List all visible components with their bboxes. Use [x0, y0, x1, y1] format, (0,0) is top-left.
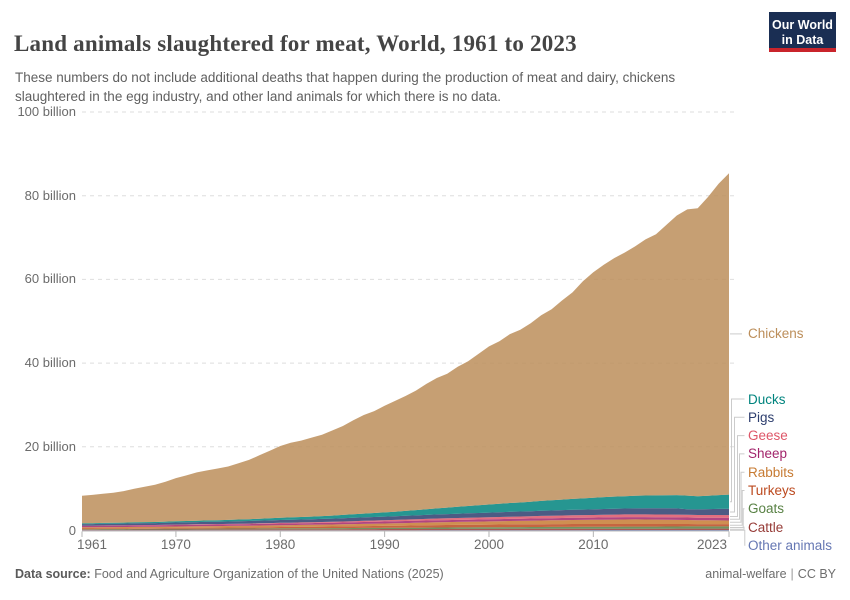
area-goats[interactable]: [82, 526, 729, 530]
y-axis-label: 0: [68, 522, 76, 538]
chart-subtitle: These numbers do not include additional …: [15, 69, 676, 104]
legend-label-rabbits[interactable]: Rabbits: [748, 464, 794, 480]
x-axis-label: 2023: [696, 537, 727, 552]
area-geese[interactable]: [82, 514, 729, 526]
footer-right: animal-welfare | CC BY: [705, 567, 836, 581]
legend-label-sheep[interactable]: Sheep: [748, 446, 788, 462]
legend-connector-pigs: [730, 416, 745, 513]
data-source-text: Food and Agriculture Organization of the…: [90, 567, 444, 581]
legend-label-other-animals[interactable]: Other animals: [748, 537, 833, 553]
x-axis-label: 1990: [369, 537, 400, 552]
x-axis-label: 2000: [473, 537, 504, 552]
legend-label-turkeys[interactable]: Turkeys: [748, 483, 796, 498]
footer-divider: |: [790, 567, 794, 581]
area-cattle[interactable]: [82, 528, 729, 531]
legend-label-goats[interactable]: Goats: [748, 501, 785, 517]
area-turkeys[interactable]: [82, 524, 729, 530]
page-title: Land animals slaughtered for meat, World…: [14, 31, 577, 57]
legend-label-geese[interactable]: Geese: [748, 428, 788, 444]
owid-logo[interactable]: Our World in Data: [769, 12, 836, 52]
owid-logo-accent-bar: [769, 48, 836, 52]
area-other-animals[interactable]: [82, 530, 729, 531]
y-axis-label: 60 billion: [24, 271, 76, 287]
legend-label-cattle[interactable]: Cattle: [748, 519, 784, 535]
x-axis-label: 2010: [578, 537, 609, 552]
legend-connector-ducks: [730, 398, 745, 503]
legend-label-ducks[interactable]: Ducks: [748, 391, 786, 407]
area-sheep[interactable]: [82, 517, 729, 528]
legend-connector-sheep: [730, 453, 745, 520]
legend-connector-other-animals: [730, 529, 746, 546]
y-axis-label: 20 billion: [24, 438, 76, 454]
footer: Data source: Food and Agriculture Organi…: [15, 567, 836, 581]
x-axis-label: 1980: [265, 537, 296, 552]
legend-connector-turkeys: [730, 490, 745, 526]
y-axis-label: 40 billion: [24, 355, 76, 371]
legend-connector-goats: [730, 508, 745, 528]
legend-label-chickens[interactable]: Chickens: [748, 326, 804, 342]
area-pigs[interactable]: [82, 508, 729, 526]
data-source-label: Data source:: [15, 567, 91, 581]
x-axis-label: 1961: [77, 537, 108, 552]
area-ducks[interactable]: [82, 494, 729, 525]
footer-project-name: animal-welfare: [705, 567, 787, 581]
area-rabbits[interactable]: [82, 519, 729, 529]
area-chickens[interactable]: [82, 173, 729, 524]
owid-logo-line2: in Data: [781, 33, 824, 48]
legend-connector-cattle: [730, 526, 745, 530]
y-axis-label: 80 billion: [24, 187, 76, 203]
legend-connector-rabbits: [730, 471, 745, 523]
y-axis-label: 100 billion: [17, 104, 76, 119]
legend-label-pigs[interactable]: Pigs: [748, 409, 775, 425]
legend-connector-geese: [730, 435, 745, 517]
owid-logo-line1: Our World: [772, 18, 833, 32]
license-link[interactable]: CC BY: [797, 567, 836, 581]
x-axis-label: 1970: [160, 537, 191, 552]
